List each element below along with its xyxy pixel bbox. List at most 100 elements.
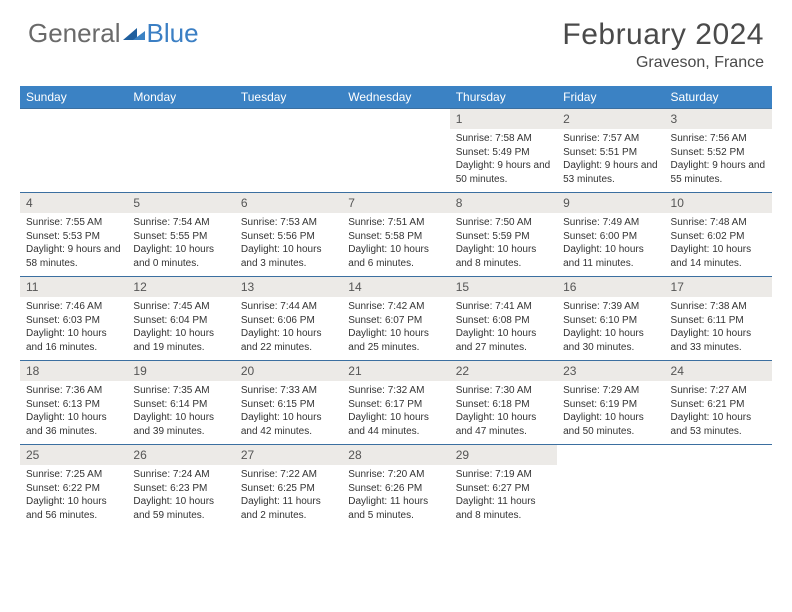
weekday-header: Sunday [20, 86, 127, 109]
day-content-cell [557, 465, 664, 528]
day-content-row: Sunrise: 7:46 AMSunset: 6:03 PMDaylight:… [20, 297, 772, 361]
month-title: February 2024 [562, 18, 764, 52]
day-content-cell: Sunrise: 7:46 AMSunset: 6:03 PMDaylight:… [20, 297, 127, 361]
day-number-cell: 2 [557, 109, 664, 130]
day-details: Sunrise: 7:41 AMSunset: 6:08 PMDaylight:… [450, 297, 557, 360]
day-details: Sunrise: 7:35 AMSunset: 6:14 PMDaylight:… [127, 381, 234, 444]
day-number-cell: 15 [450, 277, 557, 298]
day-details: Sunrise: 7:19 AMSunset: 6:27 PMDaylight:… [450, 465, 557, 528]
day-number-cell: 14 [342, 277, 449, 298]
day-details: Sunrise: 7:30 AMSunset: 6:18 PMDaylight:… [450, 381, 557, 444]
logo-icon [123, 18, 145, 49]
day-number-row: 18192021222324 [20, 361, 772, 382]
day-content-cell: Sunrise: 7:32 AMSunset: 6:17 PMDaylight:… [342, 381, 449, 445]
title-block: February 2024 Graveson, France [562, 18, 764, 72]
day-details: Sunrise: 7:50 AMSunset: 5:59 PMDaylight:… [450, 213, 557, 276]
logo-text-blue: Blue [147, 18, 199, 49]
day-number-cell: 27 [235, 445, 342, 466]
day-details: Sunrise: 7:32 AMSunset: 6:17 PMDaylight:… [342, 381, 449, 444]
day-number-cell: 10 [665, 193, 772, 214]
weekday-header-row: Sunday Monday Tuesday Wednesday Thursday… [20, 86, 772, 109]
day-details: Sunrise: 7:44 AMSunset: 6:06 PMDaylight:… [235, 297, 342, 360]
day-number-cell: 19 [127, 361, 234, 382]
day-number-cell [665, 445, 772, 466]
day-number-cell [342, 109, 449, 130]
day-details: Sunrise: 7:58 AMSunset: 5:49 PMDaylight:… [450, 129, 557, 192]
day-details: Sunrise: 7:25 AMSunset: 6:22 PMDaylight:… [20, 465, 127, 528]
day-content-cell: Sunrise: 7:42 AMSunset: 6:07 PMDaylight:… [342, 297, 449, 361]
weekday-header: Saturday [665, 86, 772, 109]
day-content-cell: Sunrise: 7:51 AMSunset: 5:58 PMDaylight:… [342, 213, 449, 277]
day-number-cell: 3 [665, 109, 772, 130]
logo: General Blue [28, 18, 199, 49]
calendar-table: Sunday Monday Tuesday Wednesday Thursday… [20, 86, 772, 528]
day-number-cell: 6 [235, 193, 342, 214]
day-details: Sunrise: 7:20 AMSunset: 6:26 PMDaylight:… [342, 465, 449, 528]
day-content-cell: Sunrise: 7:50 AMSunset: 5:59 PMDaylight:… [450, 213, 557, 277]
day-content-cell: Sunrise: 7:54 AMSunset: 5:55 PMDaylight:… [127, 213, 234, 277]
day-number-cell: 24 [665, 361, 772, 382]
day-details: Sunrise: 7:48 AMSunset: 6:02 PMDaylight:… [665, 213, 772, 276]
day-number-cell: 26 [127, 445, 234, 466]
weekday-header: Wednesday [342, 86, 449, 109]
header: General Blue February 2024 Graveson, Fra… [0, 0, 792, 80]
day-details: Sunrise: 7:33 AMSunset: 6:15 PMDaylight:… [235, 381, 342, 444]
day-content-cell: Sunrise: 7:56 AMSunset: 5:52 PMDaylight:… [665, 129, 772, 193]
day-content-cell: Sunrise: 7:58 AMSunset: 5:49 PMDaylight:… [450, 129, 557, 193]
day-content-cell: Sunrise: 7:29 AMSunset: 6:19 PMDaylight:… [557, 381, 664, 445]
day-details: Sunrise: 7:27 AMSunset: 6:21 PMDaylight:… [665, 381, 772, 444]
day-number-cell: 29 [450, 445, 557, 466]
day-number-cell: 18 [20, 361, 127, 382]
day-number-cell: 25 [20, 445, 127, 466]
day-details: Sunrise: 7:22 AMSunset: 6:25 PMDaylight:… [235, 465, 342, 528]
day-number-cell [557, 445, 664, 466]
day-details: Sunrise: 7:36 AMSunset: 6:13 PMDaylight:… [20, 381, 127, 444]
day-content-cell: Sunrise: 7:38 AMSunset: 6:11 PMDaylight:… [665, 297, 772, 361]
day-content-cell [235, 129, 342, 193]
day-number-cell: 13 [235, 277, 342, 298]
day-content-cell: Sunrise: 7:55 AMSunset: 5:53 PMDaylight:… [20, 213, 127, 277]
day-content-cell: Sunrise: 7:27 AMSunset: 6:21 PMDaylight:… [665, 381, 772, 445]
day-content-cell: Sunrise: 7:49 AMSunset: 6:00 PMDaylight:… [557, 213, 664, 277]
day-number-cell: 17 [665, 277, 772, 298]
location: Graveson, France [562, 54, 764, 72]
day-content-cell: Sunrise: 7:25 AMSunset: 6:22 PMDaylight:… [20, 465, 127, 528]
day-number-row: 45678910 [20, 193, 772, 214]
weekday-header: Friday [557, 86, 664, 109]
day-number-cell: 5 [127, 193, 234, 214]
day-details: Sunrise: 7:57 AMSunset: 5:51 PMDaylight:… [557, 129, 664, 192]
day-content-cell: Sunrise: 7:20 AMSunset: 6:26 PMDaylight:… [342, 465, 449, 528]
day-content-row: Sunrise: 7:36 AMSunset: 6:13 PMDaylight:… [20, 381, 772, 445]
day-details: Sunrise: 7:38 AMSunset: 6:11 PMDaylight:… [665, 297, 772, 360]
day-content-cell [342, 129, 449, 193]
day-details: Sunrise: 7:46 AMSunset: 6:03 PMDaylight:… [20, 297, 127, 360]
day-content-cell [20, 129, 127, 193]
day-content-cell [127, 129, 234, 193]
day-details: Sunrise: 7:42 AMSunset: 6:07 PMDaylight:… [342, 297, 449, 360]
day-content-cell: Sunrise: 7:22 AMSunset: 6:25 PMDaylight:… [235, 465, 342, 528]
day-content-cell: Sunrise: 7:36 AMSunset: 6:13 PMDaylight:… [20, 381, 127, 445]
day-number-cell: 11 [20, 277, 127, 298]
day-content-cell: Sunrise: 7:39 AMSunset: 6:10 PMDaylight:… [557, 297, 664, 361]
day-details: Sunrise: 7:49 AMSunset: 6:00 PMDaylight:… [557, 213, 664, 276]
day-number-cell: 1 [450, 109, 557, 130]
weekday-header: Monday [127, 86, 234, 109]
day-content-cell: Sunrise: 7:48 AMSunset: 6:02 PMDaylight:… [665, 213, 772, 277]
day-content-row: Sunrise: 7:55 AMSunset: 5:53 PMDaylight:… [20, 213, 772, 277]
day-content-cell: Sunrise: 7:45 AMSunset: 6:04 PMDaylight:… [127, 297, 234, 361]
day-number-cell: 9 [557, 193, 664, 214]
calendar-body: 123Sunrise: 7:58 AMSunset: 5:49 PMDaylig… [20, 109, 772, 529]
day-details: Sunrise: 7:51 AMSunset: 5:58 PMDaylight:… [342, 213, 449, 276]
logo-text-general: General [28, 18, 121, 49]
weekday-header: Tuesday [235, 86, 342, 109]
day-content-cell: Sunrise: 7:35 AMSunset: 6:14 PMDaylight:… [127, 381, 234, 445]
day-number-row: 2526272829 [20, 445, 772, 466]
day-number-cell: 4 [20, 193, 127, 214]
day-number-cell: 12 [127, 277, 234, 298]
day-number-row: 11121314151617 [20, 277, 772, 298]
day-content-cell: Sunrise: 7:44 AMSunset: 6:06 PMDaylight:… [235, 297, 342, 361]
day-content-cell: Sunrise: 7:57 AMSunset: 5:51 PMDaylight:… [557, 129, 664, 193]
day-number-cell: 28 [342, 445, 449, 466]
day-details: Sunrise: 7:56 AMSunset: 5:52 PMDaylight:… [665, 129, 772, 192]
day-number-cell: 16 [557, 277, 664, 298]
